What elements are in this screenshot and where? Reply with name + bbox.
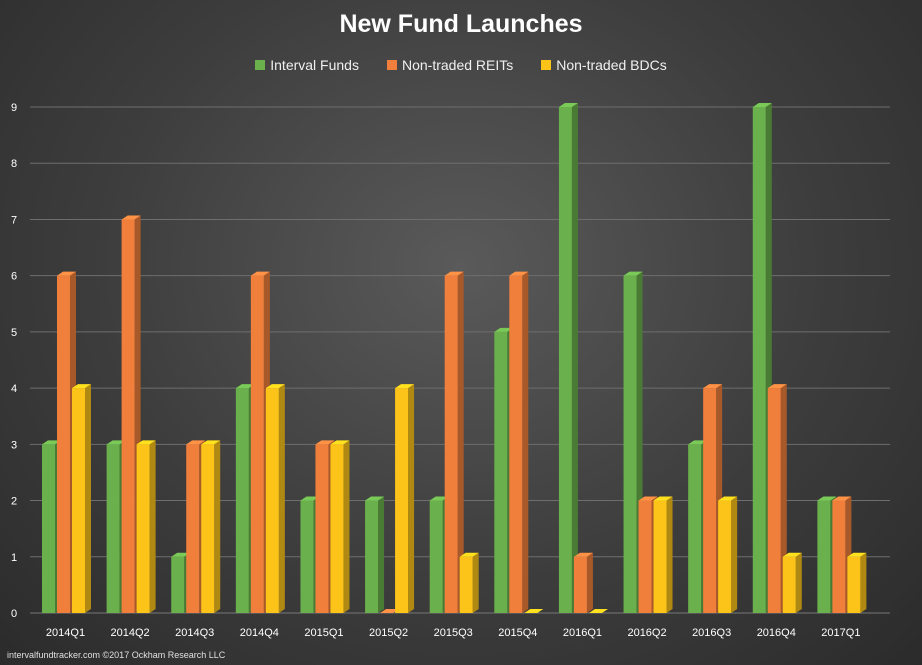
bar-non-traded-reits-2015q3 (444, 271, 464, 613)
x-tick-label: 2014Q1 (46, 627, 85, 639)
bar-non-traded-bdcs-2016q2 (653, 496, 673, 613)
x-tick-label: 2015Q3 (434, 627, 473, 639)
bar-non-traded-reits-2016q4 (767, 384, 787, 613)
bar-non-traded-bdcs-2017q1 (847, 552, 867, 613)
bar-non-traded-bdcs-2015q3 (459, 552, 479, 613)
x-tick-label: 2017Q1 (821, 627, 860, 639)
bar-non-traded-bdcs-2016q4 (782, 552, 802, 613)
y-tick-label: 6 (11, 271, 17, 283)
bar-non-traded-bdcs-2014q4 (265, 384, 285, 613)
x-tick-label: 2016Q3 (692, 627, 731, 639)
x-tick-label: 2014Q4 (240, 627, 279, 639)
bar-non-traded-reits-2016q1 (573, 552, 593, 613)
bar-non-traded-reits-2015q4 (509, 271, 529, 613)
legend-label-interval-funds: Interval Funds (270, 57, 359, 73)
y-tick-label: 3 (11, 439, 17, 451)
bar-non-traded-bdcs-2014q2 (136, 440, 156, 613)
y-tick-label: 0 (11, 608, 17, 620)
bar-interval-funds-2016q2 (623, 271, 643, 613)
y-tick-label: 5 (11, 327, 17, 339)
legend: Interval Funds Non-traded REITs Non-trad… (0, 57, 922, 73)
legend-item-non-traded-reits: Non-traded REITs (386, 57, 514, 73)
labels-layer: 0 1 2 3 4 5 6 7 8 9 2014Q1 2014Q2 2014Q3 2014Q4 2015Q1… (11, 102, 861, 639)
legend-label-non-traded-reits: Non-traded REITs (401, 57, 514, 73)
bar-interval-funds-2015q2 (365, 496, 385, 613)
legend-label-non-traded-bdcs: Non-traded BDCs (556, 57, 667, 73)
x-tick-label: 2014Q3 (175, 627, 214, 639)
bar-interval-funds-2016q1 (558, 103, 578, 613)
legend-swatch-non-traded-bdcs (541, 60, 552, 70)
x-tick-label: 2015Q4 (498, 627, 537, 639)
legend-swatch-non-traded-reits (386, 60, 397, 70)
chart-title: New Fund Launches (339, 10, 583, 38)
bar-non-traded-bdcs-2014q3 (201, 440, 221, 613)
y-tick-label: 9 (11, 102, 17, 114)
x-tick-label: 2015Q2 (369, 627, 408, 639)
legend-item-interval-funds: Interval Funds (255, 57, 359, 73)
x-tick-label: 2015Q1 (304, 627, 343, 639)
y-tick-label: 2 (11, 496, 17, 508)
y-tick-label: 7 (11, 214, 17, 226)
y-tick-label: 4 (11, 383, 17, 395)
bar-non-traded-bdcs-2014q1 (72, 384, 91, 613)
x-tick-label: 2016Q2 (627, 627, 666, 639)
bar-non-traded-bdcs-2016q1 (588, 609, 608, 613)
x-tick-label: 2014Q2 (111, 627, 150, 639)
bars-layer (42, 103, 867, 613)
bar-non-traded-reits-2015q2 (380, 609, 400, 613)
legend-swatch-interval-funds (255, 60, 266, 70)
y-tick-label: 1 (11, 552, 17, 564)
legend-item-non-traded-bdcs: Non-traded BDCs (541, 57, 667, 73)
footer-credit: intervalfundtracker.com ©2017 Ockham Res… (7, 650, 226, 660)
bar-non-traded-bdcs-2015q4 (524, 609, 544, 613)
bar-non-traded-bdcs-2016q3 (718, 496, 738, 613)
y-tick-label: 8 (11, 158, 17, 170)
x-tick-label: 2016Q4 (757, 627, 796, 639)
x-tick-label: 2016Q1 (563, 627, 602, 639)
bar-non-traded-bdcs-2015q2 (395, 384, 415, 613)
bar-non-traded-bdcs-2015q1 (330, 440, 350, 613)
